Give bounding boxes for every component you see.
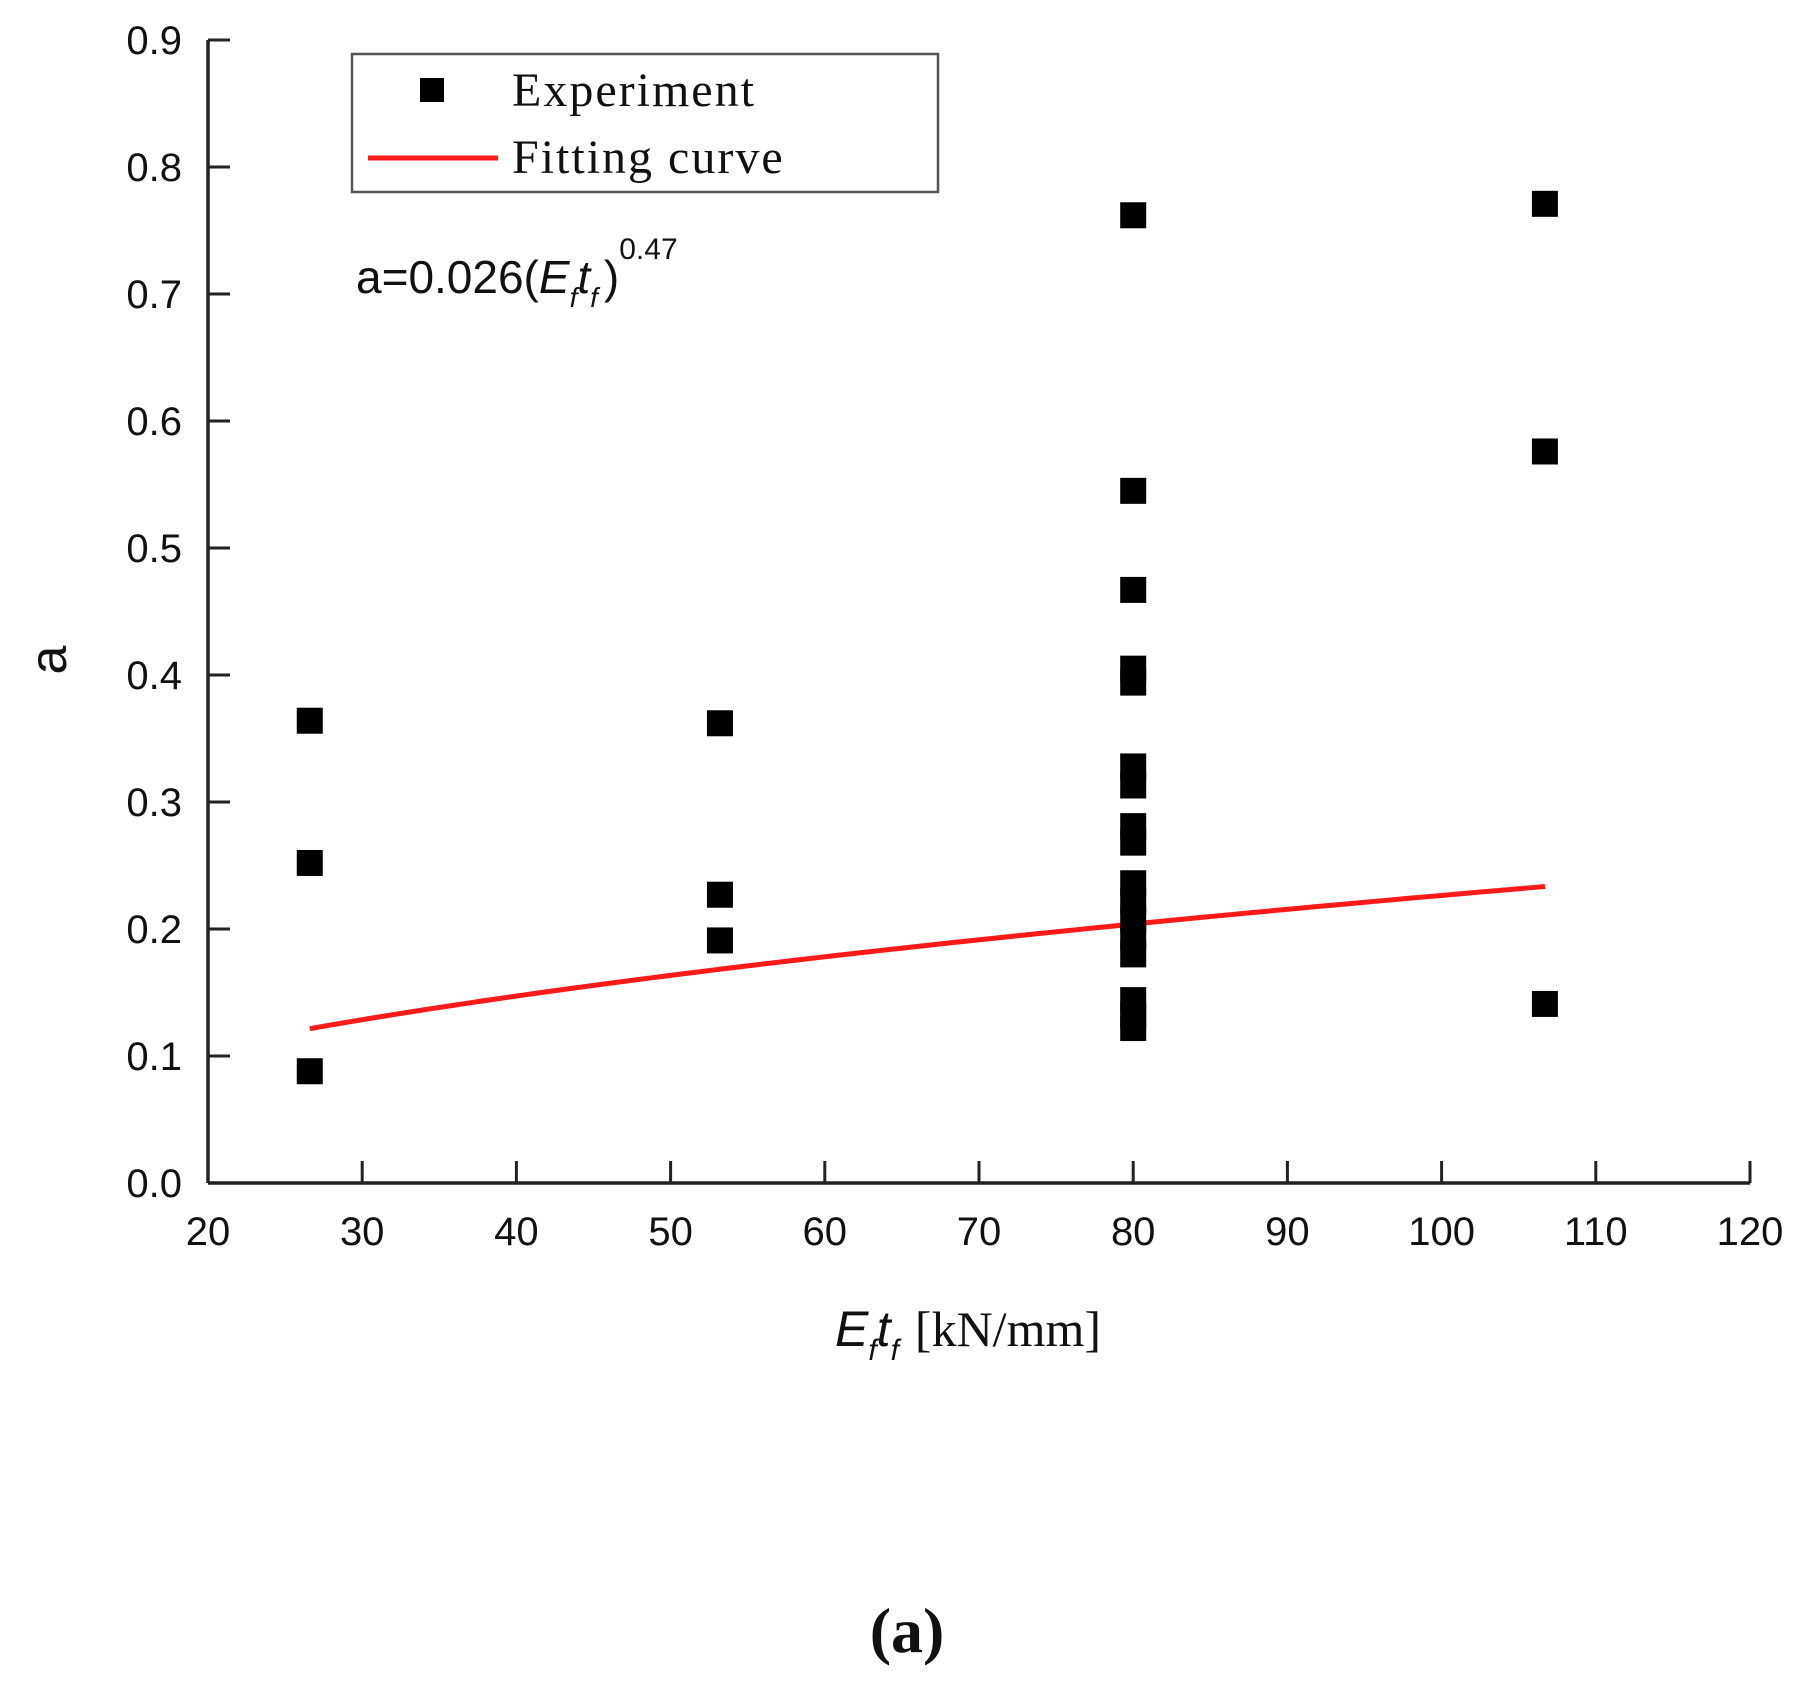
fit-equation-exponent: 0.47 [619,233,677,266]
experiment-point [706,710,733,737]
experiment-point [1531,438,1558,465]
fit-equation-var-t: t [577,251,592,303]
x-axis-sub-f1: f [868,1334,879,1367]
experiment-point [1531,990,1558,1017]
x-axis-unit: [kN/mm] [915,1301,1101,1357]
experiment-point [1120,202,1147,229]
experiment-points-layer [296,190,1558,1085]
experiment-point [706,881,733,908]
panel-label: (a) [870,1595,945,1666]
legend-marker-experiment [420,78,444,102]
experiment-point [296,1058,323,1085]
legend: Experiment Fitting curve [350,52,940,194]
y-tick-label: 0.8 [126,146,182,190]
experiment-point [1120,576,1147,603]
y-tick-label: 0.0 [126,1162,182,1206]
experiment-point [1120,1015,1147,1042]
y-tick-label: 0.3 [126,781,182,825]
x-tick-label: 40 [494,1210,539,1254]
x-axis-var-e: E [835,1301,869,1357]
y-axis-title: a [20,645,78,674]
y-tick-label: 0.4 [126,654,182,698]
x-tick-label: 60 [803,1210,848,1254]
fitting-curve-line [309,884,1546,1032]
x-tick-label: 120 [1717,1210,1784,1254]
fit-equation-var-e: E [539,251,571,303]
experiment-point [296,707,323,734]
x-tick-label: 80 [1111,1210,1156,1254]
fit-equation-sub-f2: f [590,282,601,313]
fitting-curve-layer [309,884,1546,1032]
fit-equation-prefix: a=0.026( [356,251,540,303]
experiment-point [1120,772,1147,799]
x-tick-label: 90 [1265,1210,1310,1254]
x-axis-title: Eftf [kN/mm] [835,1301,1101,1367]
experiment-point [1120,477,1147,504]
x-tick-label: 100 [1408,1210,1475,1254]
x-tick-label: 20 [186,1210,231,1254]
x-tick-label: 30 [340,1210,385,1254]
x-axis-sub-f2: f [891,1334,902,1367]
experiment-point [706,927,733,954]
y-tick-label: 0.2 [126,908,182,952]
chart-axes: 0.0 0.1 0.2 0.3 0.4 0.5 0.6 0.7 0.8 0.9 20 30 40 50 60… [126,19,1783,1254]
y-tick-label: 0.6 [126,400,182,444]
legend-box [350,52,940,194]
y-tick-label: 0.7 [126,273,182,317]
y-tick-label: 0.1 [126,1035,182,1079]
fit-equation-sub-f1: f [570,282,581,313]
y-tick-label: 0.9 [126,19,182,63]
experiment-point [1120,669,1147,696]
x-tick-label: 110 [1564,1210,1628,1254]
experiment-point [296,849,323,876]
experiment-point [1120,941,1147,968]
legend-label-experiment: Experiment [512,64,756,117]
legend-label-fitting-curve: Fitting curve [512,131,785,184]
x-axis-var-t: t [877,1301,893,1357]
experiment-point [1531,190,1558,217]
fit-equation: a=0.026(Eftf)0.47 [356,233,678,313]
experiment-point [1120,829,1147,856]
y-tick-label: 0.5 [126,527,182,571]
x-tick-label: 70 [957,1210,1002,1254]
x-tick-label: 50 [648,1210,693,1254]
fit-equation-suffix: ) [604,251,619,303]
